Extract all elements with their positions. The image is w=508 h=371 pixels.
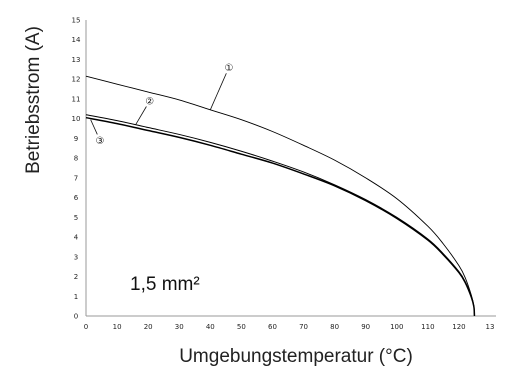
y-tick-label: 14 bbox=[72, 36, 81, 44]
marker-leader-3 bbox=[90, 119, 98, 135]
y-tick-label: 9 bbox=[74, 135, 78, 143]
series-marker-3: ③ bbox=[96, 136, 105, 147]
y-tick-label: 15 bbox=[72, 17, 81, 25]
x-tick-label: 110 bbox=[421, 323, 434, 331]
y-tick-label: 8 bbox=[74, 155, 78, 163]
y-axis-title: Betriebsstrom (A) bbox=[23, 26, 44, 174]
series-line-3 bbox=[85, 116, 476, 317]
y-tick-label: 4 bbox=[74, 234, 79, 242]
x-tick-label: 60 bbox=[268, 323, 277, 331]
x-axis-title: Umgebungstemperatur (°C) bbox=[179, 346, 413, 367]
x-tick-label: 100 bbox=[390, 323, 403, 331]
series-marker-2: ② bbox=[145, 97, 154, 108]
y-tick-label: 7 bbox=[74, 174, 78, 182]
marker-leader-2 bbox=[135, 106, 147, 125]
marker-leader-1 bbox=[209, 73, 227, 110]
x-tick-label: 90 bbox=[361, 323, 370, 331]
y-tick-label: 5 bbox=[74, 214, 78, 222]
y-tick-label: 0 bbox=[74, 313, 78, 321]
x-tick-label: 30 bbox=[175, 323, 184, 331]
x-tick-label: 10 bbox=[113, 323, 122, 331]
series-line-1 bbox=[85, 75, 475, 317]
x-tick-label: 50 bbox=[237, 323, 246, 331]
y-tick-label: 1 bbox=[74, 293, 78, 301]
y-tick-label: 10 bbox=[72, 115, 81, 123]
series-marker-1: ① bbox=[224, 63, 233, 74]
y-tick-label: 3 bbox=[74, 253, 78, 261]
x-tick-label: 120 bbox=[452, 323, 465, 331]
x-tick-label: 0 bbox=[84, 323, 88, 331]
x-tick-label: 20 bbox=[144, 323, 153, 331]
y-tick-label: 12 bbox=[72, 76, 81, 84]
y-tick-label: 6 bbox=[74, 194, 79, 202]
x-tick-label: 40 bbox=[206, 323, 215, 331]
y-tick-label: 2 bbox=[74, 273, 78, 281]
y-tick-label: 11 bbox=[72, 95, 81, 103]
x-tick-label: 80 bbox=[330, 323, 339, 331]
x-tick-label: 13 bbox=[486, 323, 495, 331]
cross-section-annotation: 1,5 mm² bbox=[130, 274, 200, 295]
x-tick-label: 70 bbox=[299, 323, 308, 331]
y-tick-label: 13 bbox=[72, 56, 81, 64]
